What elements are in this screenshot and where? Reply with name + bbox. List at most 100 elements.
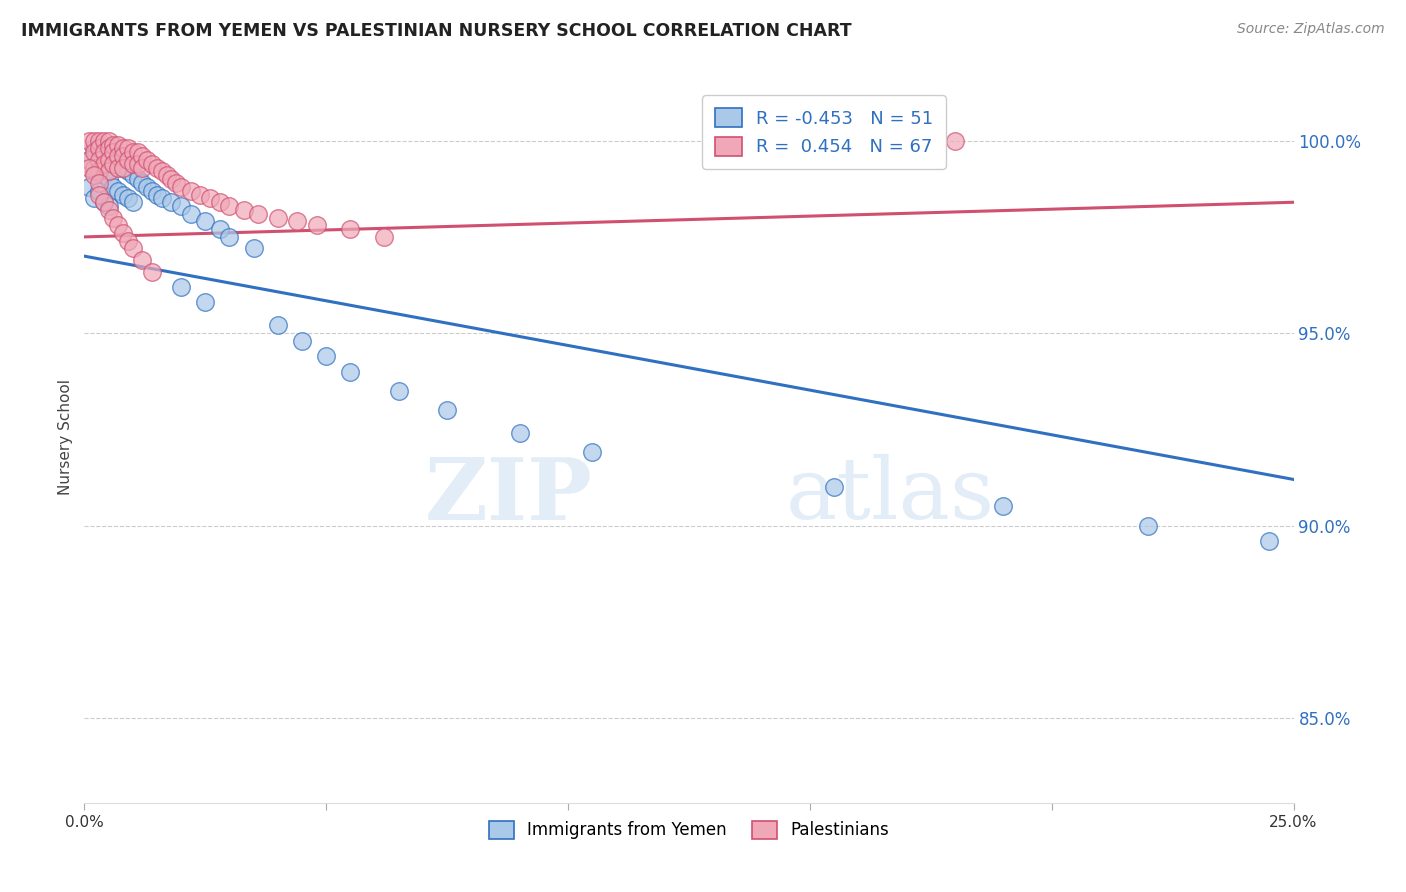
- Point: [77, 153, 100, 167]
- Point: [93, 134, 115, 148]
- Point: [285, 214, 308, 228]
- Point: [194, 295, 217, 310]
- Point: [87, 153, 110, 167]
- Point: [190, 187, 212, 202]
- Point: [93, 145, 115, 160]
- Point: [242, 242, 264, 256]
- Point: [107, 184, 129, 198]
- Point: [141, 157, 163, 171]
- Point: [83, 141, 105, 155]
- Point: [112, 149, 135, 163]
- Point: [83, 134, 105, 148]
- Point: [267, 318, 290, 333]
- Point: [315, 349, 337, 363]
- Point: [131, 161, 153, 175]
- Point: [77, 179, 100, 194]
- Point: [97, 164, 120, 178]
- Point: [117, 234, 139, 248]
- Point: [77, 134, 100, 148]
- Point: [117, 141, 139, 155]
- Point: [160, 195, 183, 210]
- Point: [77, 153, 100, 167]
- Point: [97, 141, 120, 155]
- Point: [97, 149, 120, 163]
- Point: [170, 179, 193, 194]
- Point: [165, 176, 187, 190]
- Point: [218, 199, 240, 213]
- Point: [103, 145, 125, 160]
- Point: [170, 199, 193, 213]
- Point: [87, 164, 110, 178]
- Point: [117, 153, 139, 167]
- Point: [198, 191, 221, 205]
- Point: [509, 426, 531, 441]
- Point: [93, 195, 115, 210]
- Point: [87, 157, 110, 171]
- Point: [83, 191, 105, 205]
- Point: [112, 161, 135, 175]
- Point: [218, 230, 240, 244]
- Point: [1258, 534, 1281, 549]
- Point: [180, 184, 202, 198]
- Point: [943, 134, 966, 148]
- Point: [267, 211, 290, 225]
- Point: [121, 195, 143, 210]
- Point: [83, 145, 105, 160]
- Y-axis label: Nursery School: Nursery School: [58, 379, 73, 495]
- Point: [112, 187, 135, 202]
- Point: [373, 230, 395, 244]
- Point: [131, 176, 153, 190]
- Point: [117, 191, 139, 205]
- Point: [121, 145, 143, 160]
- Point: [136, 179, 159, 194]
- Point: [93, 195, 115, 210]
- Point: [103, 157, 125, 171]
- Point: [107, 161, 129, 175]
- Point: [155, 169, 177, 183]
- Point: [150, 191, 173, 205]
- Point: [305, 219, 328, 233]
- Point: [180, 207, 202, 221]
- Point: [97, 134, 120, 148]
- Point: [107, 149, 129, 163]
- Point: [83, 164, 105, 178]
- Point: [339, 222, 361, 236]
- Point: [581, 445, 603, 459]
- Point: [97, 202, 120, 217]
- Point: [83, 169, 105, 183]
- Text: ZIP: ZIP: [425, 454, 592, 538]
- Point: [87, 187, 110, 202]
- Point: [208, 195, 231, 210]
- Point: [141, 184, 163, 198]
- Point: [103, 153, 125, 167]
- Point: [146, 161, 169, 175]
- Point: [121, 242, 143, 256]
- Point: [339, 365, 361, 379]
- Text: atlas: atlas: [786, 454, 995, 537]
- Point: [83, 161, 105, 175]
- Point: [97, 172, 120, 186]
- Point: [127, 157, 149, 171]
- Point: [87, 141, 110, 155]
- Point: [87, 184, 110, 198]
- Point: [1137, 518, 1160, 533]
- Legend: Immigrants from Yemen, Palestinians: Immigrants from Yemen, Palestinians: [479, 811, 898, 849]
- Point: [121, 157, 143, 171]
- Point: [112, 161, 135, 175]
- Point: [87, 137, 110, 152]
- Point: [150, 164, 173, 178]
- Point: [291, 334, 314, 348]
- Point: [141, 264, 163, 278]
- Point: [993, 500, 1015, 514]
- Point: [121, 169, 143, 183]
- Point: [87, 134, 110, 148]
- Point: [77, 161, 100, 175]
- Point: [170, 280, 193, 294]
- Point: [194, 214, 217, 228]
- Point: [823, 480, 845, 494]
- Point: [112, 226, 135, 240]
- Point: [131, 149, 153, 163]
- Point: [160, 172, 183, 186]
- Text: Source: ZipAtlas.com: Source: ZipAtlas.com: [1237, 22, 1385, 37]
- Point: [127, 145, 149, 160]
